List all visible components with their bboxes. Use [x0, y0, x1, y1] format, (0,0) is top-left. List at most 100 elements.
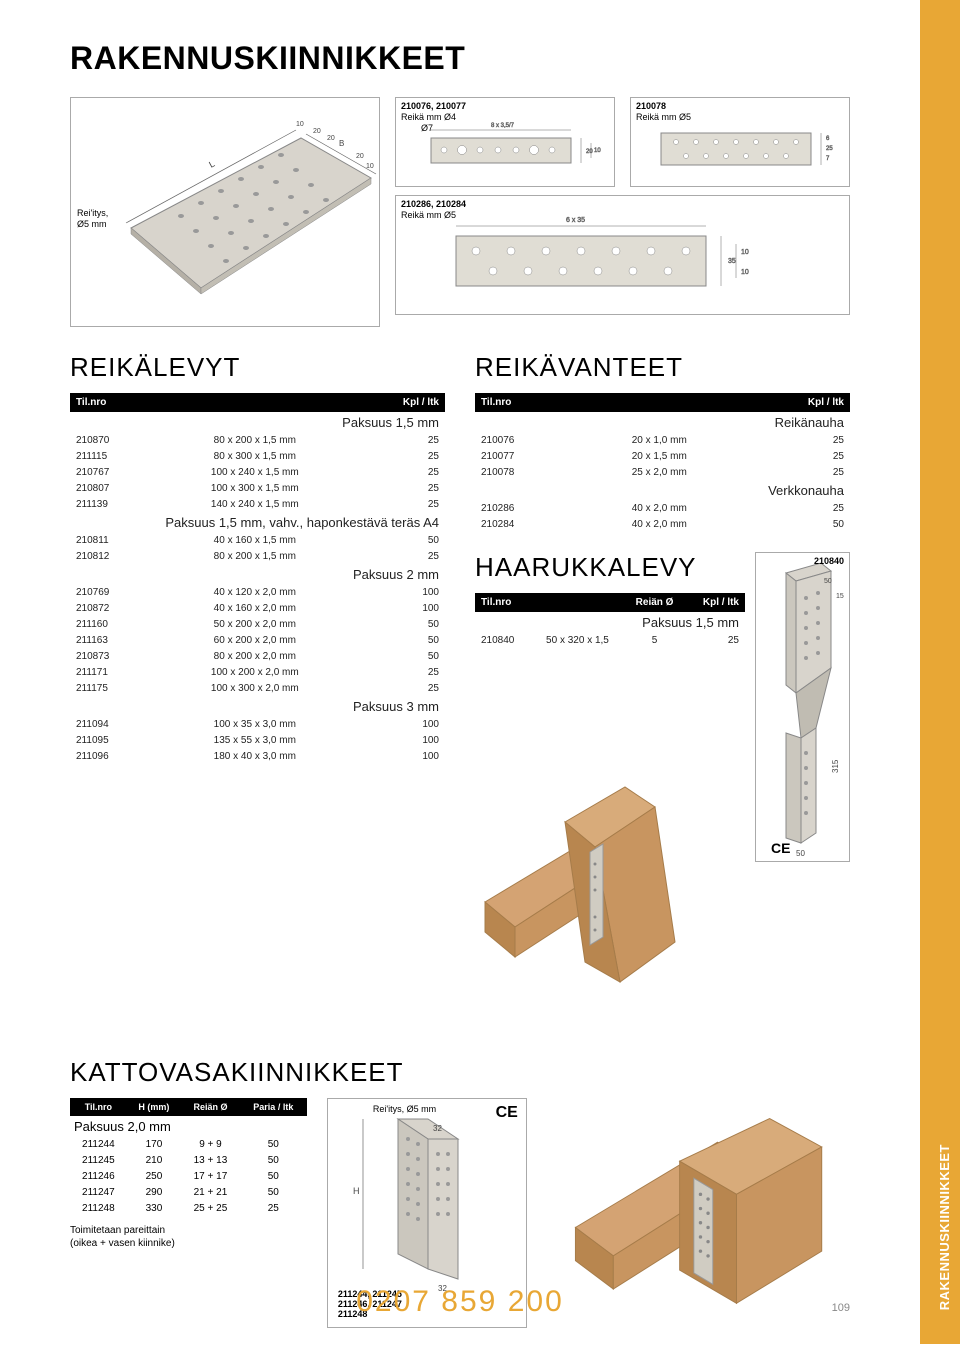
reikalevyt-section: REIKÄLEVYT Til.nro Kpl / ltk Paksuus 1,5…: [70, 352, 445, 1017]
haarukka-wood-render: [445, 782, 725, 1012]
diagram-row-top: Rei'itys, Ø5 mm L B 2020: [70, 97, 850, 327]
table-row: 21084050 x 320 x 1,5525: [475, 632, 745, 648]
table-row: 21111580 x 300 x 1,5 mm25: [70, 448, 445, 464]
diagram-210078: 210078 Reikä mm Ø5 25 6 7: [630, 97, 850, 187]
svg-text:H: H: [353, 1186, 360, 1196]
th-tilnro: Til.nro: [475, 393, 581, 412]
table-subheading: Paksuus 2 mm: [70, 564, 445, 584]
svg-text:6 x 35: 6 x 35: [566, 217, 585, 224]
svg-text:20: 20: [327, 135, 335, 142]
table-subheading: Paksuus 1,5 mm, vahv., haponkestävä terä…: [70, 512, 445, 532]
table-row: 211171100 x 200 x 2,0 mm25: [70, 664, 445, 680]
svg-text:15: 15: [836, 593, 844, 600]
svg-text:7: 7: [826, 156, 830, 162]
table-row: 21028440 x 2,0 mm50: [475, 516, 850, 532]
svg-text:8 x 3,5/7: 8 x 3,5/7: [491, 123, 515, 129]
svg-text:20: 20: [313, 128, 321, 135]
svg-text:25: 25: [826, 146, 833, 152]
kattovasa-title: KATTOVASAKIINNIKKEET: [70, 1057, 850, 1088]
th-kpl: Kpl / ltk: [352, 393, 445, 412]
table-subheading: Verkkonauha: [475, 480, 850, 500]
kattovasa-table: Til.nro H (mm) Reiän Ø Paria / ltk Paksu…: [70, 1098, 307, 1216]
svg-text:L: L: [207, 159, 216, 170]
footer-page-number: 109: [832, 1302, 850, 1314]
th-tilnro: Til.nro: [70, 1098, 127, 1116]
svg-text:20: 20: [586, 149, 593, 155]
table-row: 211094100 x 35 x 3,0 mm100: [70, 716, 445, 732]
th-reian: Reiän Ø: [624, 593, 686, 612]
table-subheading: Paksuus 2,0 mm: [70, 1116, 307, 1136]
diagram-210286: 210286, 210284 Reikä mm Ø5 6 x 35 35 10 1…: [395, 195, 850, 315]
table-row: 21124729021 + 2150: [70, 1184, 307, 1200]
reikavanteet-title: REIKÄVANTEET: [475, 352, 850, 383]
table-subheading: Paksuus 3 mm: [70, 696, 445, 716]
svg-text:10: 10: [594, 148, 601, 154]
th-kpl: Kpl / ltk: [738, 393, 850, 412]
haarukkalevy-table: Til.nro Reiän Ø Kpl / ltk Paksuus 1,5 mm…: [475, 593, 745, 648]
th-h: H (mm): [127, 1098, 181, 1116]
diagram-210078-label: 210078 Reikä mm Ø5: [636, 101, 691, 123]
diagram-210076-label: 210076, 210077 Reikä mm Ø4 Ø7: [401, 101, 466, 133]
table-row: 21087080 x 200 x 1,5 mm25: [70, 432, 445, 448]
th-empty: [158, 393, 352, 412]
svg-text:35: 35: [728, 258, 736, 265]
table-row: 21087240 x 160 x 2,0 mm100: [70, 600, 445, 616]
diagram-main-3d: Rei'itys, Ø5 mm L B 2020: [70, 97, 380, 327]
th-kpl: Kpl / ltk: [685, 593, 745, 612]
table-row: 21081140 x 160 x 1,5 mm50: [70, 532, 445, 548]
table-row: 21081280 x 200 x 1,5 mm25: [70, 548, 445, 564]
th-empty: [531, 593, 624, 612]
table-row: 210807100 x 300 x 1,5 mm25: [70, 480, 445, 496]
table-row: 21007620 x 1,0 mm25: [475, 432, 850, 448]
table-row: 21124521013 + 1350: [70, 1152, 307, 1168]
reikavanteet-section: REIKÄVANTEET Til.nro Kpl / ltk Reikänauh…: [475, 352, 850, 1017]
th-tilnro: Til.nro: [475, 593, 531, 612]
table-row: 21124625017 + 1750: [70, 1168, 307, 1184]
haarukkalevy-diagram: 210840 315 50 50 15 CE: [755, 552, 850, 862]
side-tab: RAKENNUSKIINNIKKEET: [920, 0, 960, 1344]
reikalevyt-table: Til.nro Kpl / ltk Paksuus 1,5 mm21087080…: [70, 393, 445, 764]
reikalevyt-title: REIKÄLEVYT: [70, 352, 445, 383]
table-row: 21087380 x 200 x 2,0 mm50: [70, 648, 445, 664]
table-row: 21028640 x 2,0 mm25: [475, 500, 850, 516]
table-row: 21076940 x 120 x 2,0 mm100: [70, 584, 445, 600]
table-row: 211096180 x 40 x 3,0 mm100: [70, 748, 445, 764]
table-row: 21116360 x 200 x 2,0 mm50: [70, 632, 445, 648]
reikavanteet-table: Til.nro Kpl / ltk Reikänauha21007620 x 1…: [475, 393, 850, 532]
th-tilnro: Til.nro: [70, 393, 158, 412]
table-subheading: Paksuus 1,5 mm: [475, 612, 745, 632]
table-row: 21007825 x 2,0 mm25: [475, 464, 850, 480]
diagram-210286-label: 210286, 210284 Reikä mm Ø5: [401, 199, 466, 221]
haarukkalevy-title: HAARUKKALEVY: [475, 552, 745, 583]
th-paria: Paria / ltk: [240, 1098, 307, 1116]
table-row: 211175100 x 300 x 2,0 mm25: [70, 680, 445, 696]
svg-text:20: 20: [356, 153, 364, 160]
footer-phone: 0207 859 200: [356, 1285, 564, 1318]
svg-text:6: 6: [826, 136, 830, 142]
table-row: 21124833025 + 2525: [70, 1200, 307, 1216]
diagram-210076: 210076, 210077 Reikä mm Ø4 Ø7 8 x 3,5/7 …: [395, 97, 615, 187]
svg-text:50: 50: [796, 849, 805, 858]
table-row: 211095135 x 55 x 3,0 mm100: [70, 732, 445, 748]
page-footer: 0207 859 200 109: [0, 1285, 920, 1319]
ce-mark-icon: CE: [496, 1104, 518, 1122]
svg-text:10: 10: [741, 269, 749, 276]
side-tab-label: RAKENNUSKIINNIKKEET: [937, 1144, 952, 1310]
page-title: RAKENNUSKIINNIKKEET: [70, 40, 850, 77]
th-reian: Reiän Ø: [181, 1098, 240, 1116]
kattovasa-note: Toimitetaan pareittain (oikea + vasen ki…: [70, 1224, 307, 1250]
svg-text:32: 32: [433, 1124, 442, 1133]
svg-text:B: B: [339, 139, 344, 148]
th-empty: [581, 393, 738, 412]
table-row: 21116050 x 200 x 2,0 mm50: [70, 616, 445, 632]
haarukka-diag-label: 210840: [814, 556, 844, 567]
svg-text:CE: CE: [771, 840, 790, 856]
table-subheading: Reikänauha: [475, 412, 850, 432]
table-row: 21007720 x 1,5 mm25: [475, 448, 850, 464]
katto-diag-label: Rei'itys, Ø5 mm: [373, 1104, 436, 1114]
svg-text:315: 315: [831, 759, 840, 773]
table-row: 210767100 x 240 x 1,5 mm25: [70, 464, 445, 480]
svg-text:10: 10: [366, 163, 374, 170]
svg-text:10: 10: [741, 249, 749, 256]
table-row: 211139140 x 240 x 1,5 mm25: [70, 496, 445, 512]
